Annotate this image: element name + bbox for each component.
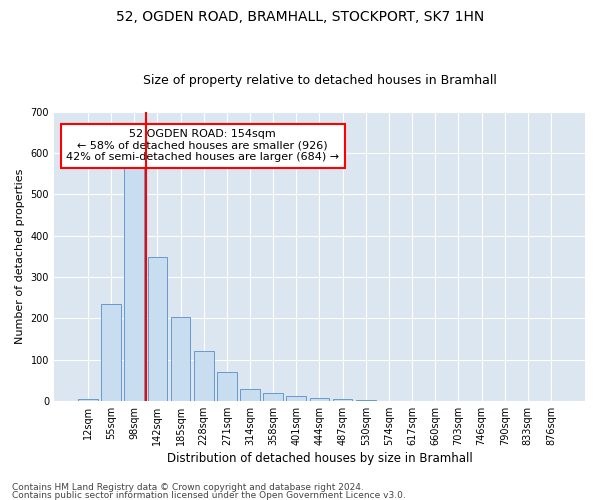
Bar <box>101 304 121 401</box>
Bar <box>194 352 214 401</box>
Text: Contains public sector information licensed under the Open Government Licence v3: Contains public sector information licen… <box>12 490 406 500</box>
Text: 52 OGDEN ROAD: 154sqm
← 58% of detached houses are smaller (926)
42% of semi-det: 52 OGDEN ROAD: 154sqm ← 58% of detached … <box>66 129 339 162</box>
Title: Size of property relative to detached houses in Bramhall: Size of property relative to detached ho… <box>143 74 496 87</box>
Text: 52, OGDEN ROAD, BRAMHALL, STOCKPORT, SK7 1HN: 52, OGDEN ROAD, BRAMHALL, STOCKPORT, SK7… <box>116 10 484 24</box>
Bar <box>240 390 260 401</box>
X-axis label: Distribution of detached houses by size in Bramhall: Distribution of detached houses by size … <box>167 452 472 465</box>
Bar <box>263 394 283 401</box>
Bar <box>310 398 329 401</box>
Bar <box>333 399 352 401</box>
Text: Contains HM Land Registry data © Crown copyright and database right 2024.: Contains HM Land Registry data © Crown c… <box>12 484 364 492</box>
Bar <box>78 399 98 401</box>
Bar <box>124 160 144 401</box>
Y-axis label: Number of detached properties: Number of detached properties <box>15 168 25 344</box>
Bar <box>148 257 167 401</box>
Bar <box>356 400 376 401</box>
Bar <box>170 317 190 401</box>
Bar <box>286 396 306 401</box>
Bar <box>217 372 236 401</box>
